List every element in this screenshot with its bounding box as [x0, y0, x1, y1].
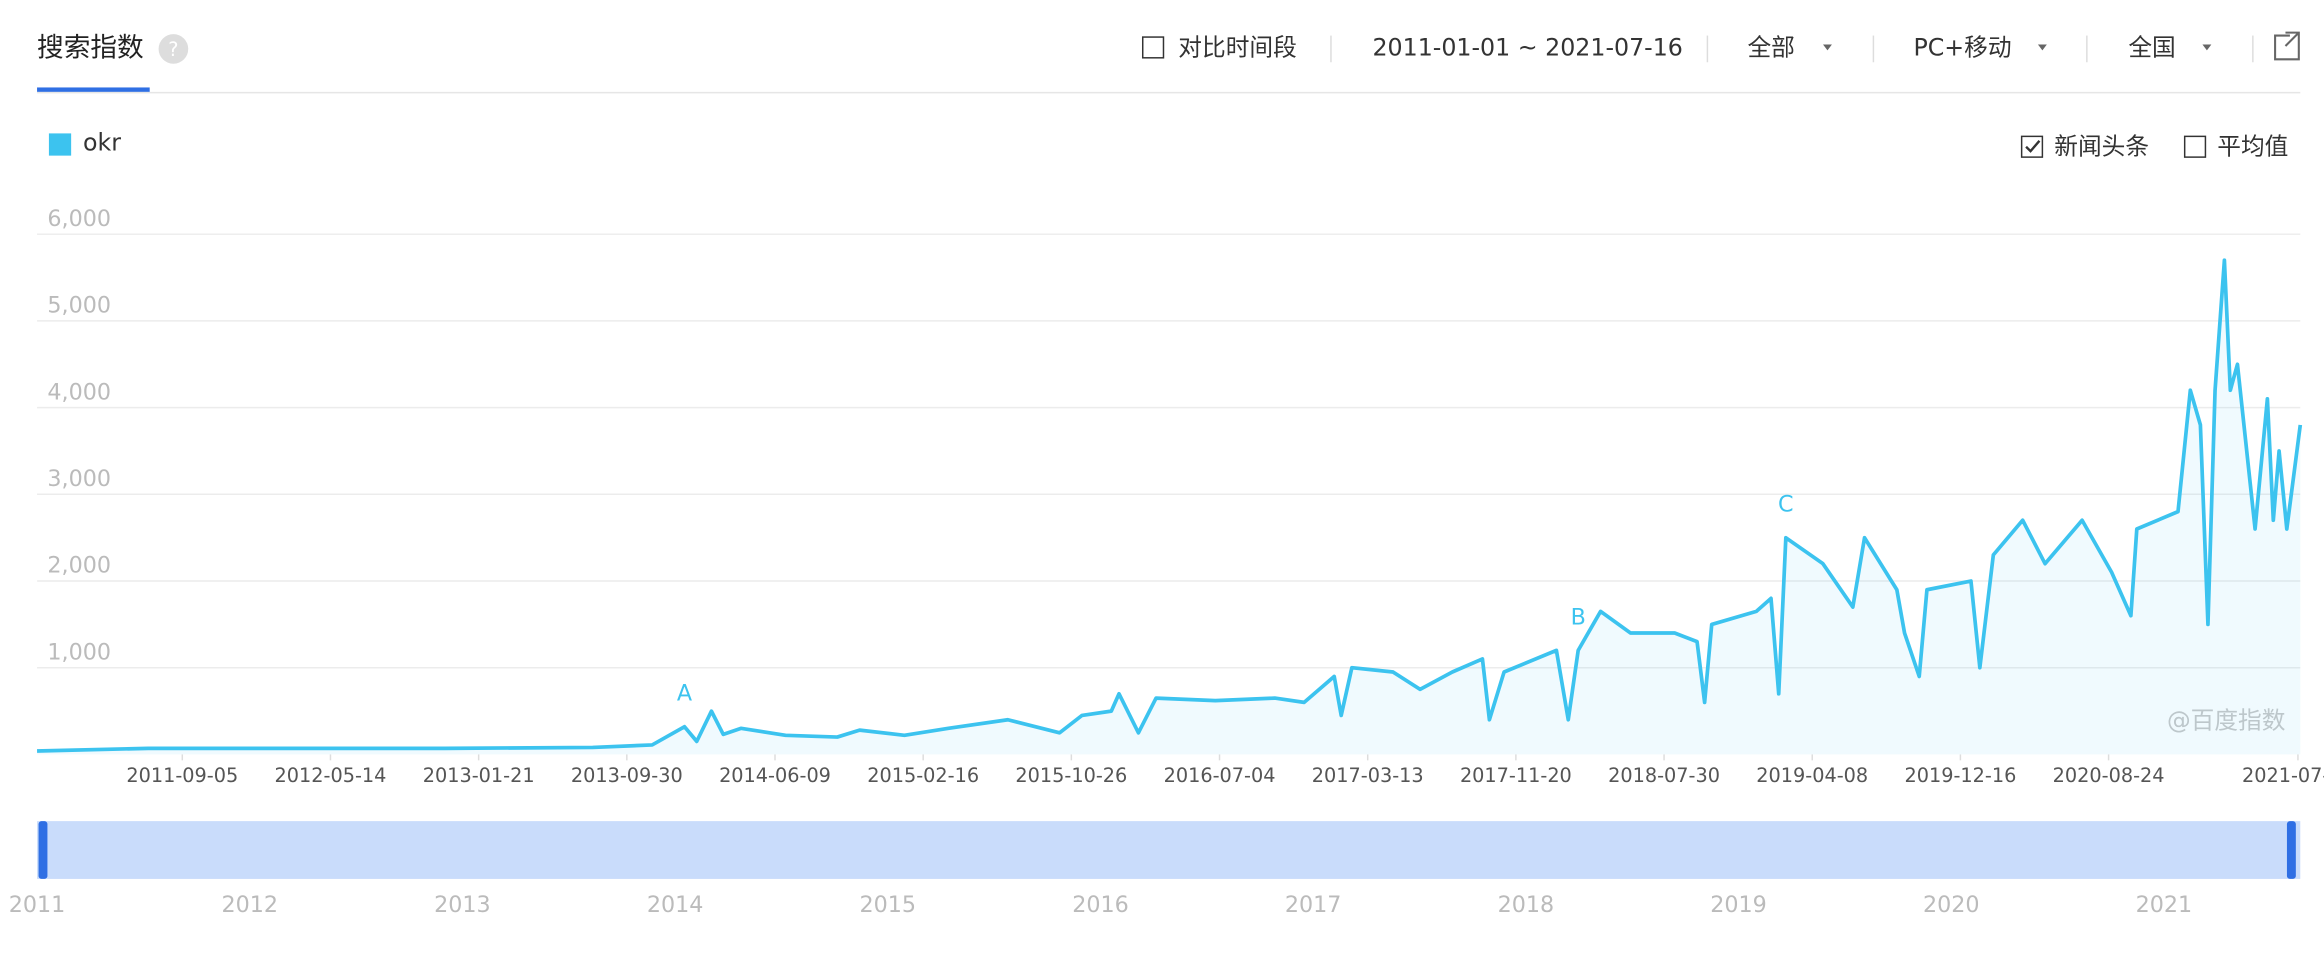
dropdown-arrow	[1823, 44, 1832, 51]
legend-label[interactable]: okr	[83, 128, 121, 156]
dropdown-arrow	[2037, 44, 2047, 51]
x-tick-label: 2011-09-05	[126, 764, 238, 787]
region-select[interactable]: 全国	[2128, 33, 2175, 61]
x-tick-label: 2021-07-12	[2242, 764, 2324, 787]
y-tick-label: 5,000	[47, 293, 111, 319]
help-icon[interactable]	[158, 34, 189, 64]
dropdown-arrow	[2202, 44, 2212, 51]
area	[37, 260, 2301, 755]
navigator-year: 2011	[9, 892, 66, 918]
compare-checkbox[interactable]	[1141, 36, 1165, 59]
navigator-year: 2020	[1923, 892, 1980, 918]
help-mark: ?	[168, 38, 178, 61]
x-tick-label: 2012-05-14	[275, 764, 387, 787]
navigator-year: 2012	[221, 892, 278, 918]
y-tick-label: 3,000	[47, 466, 111, 492]
x-tick-label: 2017-03-13	[1312, 764, 1424, 787]
line	[37, 258, 2303, 753]
x-tick-label: 2013-01-21	[423, 764, 535, 787]
compare-label[interactable]: 对比时间段	[1178, 33, 1297, 61]
export-icon[interactable]	[2274, 31, 2300, 61]
y-tick-label: 2,000	[47, 553, 111, 579]
date-range[interactable]: 2011-01-01 ~ 2021-07-16	[1372, 33, 1682, 61]
navigator-year: 2018	[1498, 892, 1555, 918]
annotation: A	[677, 681, 693, 707]
x-tick-label: 2015-02-16	[867, 764, 979, 787]
x-tick-label: 2019-12-16	[1904, 764, 2016, 787]
x-tick-label: 2018-07-30	[1608, 764, 1720, 787]
y-tick-label: 6,000	[47, 206, 111, 232]
x-tick-label: 2019-04-08	[1756, 764, 1868, 787]
navigator-year: 2021	[2136, 892, 2193, 918]
annotation: B	[1571, 604, 1586, 630]
navigator-year: 2019	[1710, 892, 1767, 918]
x-tick-label: 2016-07-04	[1164, 764, 1276, 787]
tab-title[interactable]: 搜索指数	[37, 32, 144, 63]
navigator-year: 2016	[1072, 892, 1129, 918]
news-label[interactable]: 新闻头条	[2054, 133, 2149, 161]
watermark: @百度指数	[2167, 706, 2286, 734]
x-tick-label: 2020-08-24	[2053, 764, 2165, 787]
x-tick-label: 2015-10-26	[1015, 764, 1127, 787]
y-tick-label: 4,000	[47, 379, 111, 405]
average-checkbox[interactable]	[2183, 135, 2207, 158]
navigator-handle[interactable]	[2286, 821, 2296, 879]
news-checkbox[interactable]	[2020, 135, 2044, 158]
device-select[interactable]: PC+移动	[1913, 33, 2011, 61]
average-label[interactable]: 平均值	[2217, 133, 2288, 161]
navigator-year: 2013	[434, 892, 491, 918]
source-select[interactable]: 全部	[1747, 33, 1794, 61]
navigator-year: 2017	[1285, 892, 1342, 918]
navigator-handle[interactable]	[38, 821, 48, 879]
navigator-range[interactable]	[37, 821, 2301, 879]
x-tick-label: 2014-06-09	[719, 764, 831, 787]
x-tick-label: 2017-11-20	[1460, 764, 1572, 787]
tab-underline	[37, 87, 150, 92]
check-mark	[2025, 140, 2041, 153]
navigator-year: 2015	[860, 892, 917, 918]
divider	[37, 91, 2301, 94]
x-tick-label: 2013-09-30	[571, 764, 683, 787]
legend-swatch	[48, 133, 72, 156]
annotation: C	[1778, 492, 1794, 518]
y-tick-label: 1,000	[47, 639, 111, 665]
navigator-year: 2014	[647, 892, 704, 918]
